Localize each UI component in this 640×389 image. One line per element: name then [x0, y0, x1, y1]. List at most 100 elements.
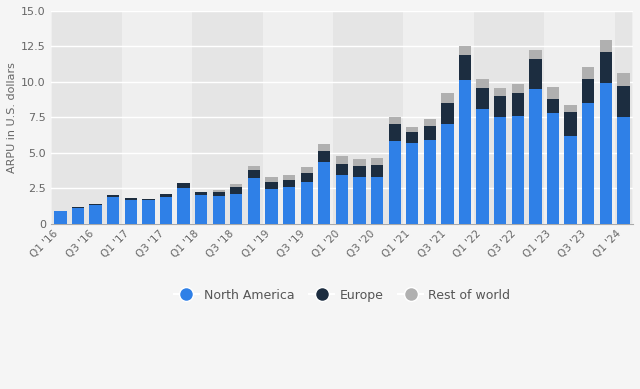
Bar — [617, 117, 630, 224]
Bar — [371, 165, 383, 177]
Bar — [193, 11, 262, 224]
Bar — [125, 198, 137, 200]
Bar — [442, 124, 454, 224]
Bar — [424, 126, 436, 140]
Bar — [494, 117, 506, 224]
Bar — [336, 156, 348, 164]
Bar — [617, 73, 630, 86]
Bar — [564, 105, 577, 112]
Bar — [283, 187, 295, 224]
Bar — [424, 140, 436, 224]
Bar — [142, 199, 154, 200]
Bar — [52, 11, 122, 224]
Bar — [564, 112, 577, 136]
Bar — [122, 11, 193, 224]
Bar — [353, 159, 365, 166]
Bar — [564, 136, 577, 224]
Bar — [318, 151, 330, 162]
Bar — [266, 182, 278, 189]
Bar — [476, 79, 489, 88]
Bar — [107, 197, 119, 224]
Bar — [474, 11, 544, 224]
Bar — [248, 177, 260, 224]
Bar — [529, 89, 541, 224]
Bar — [544, 11, 614, 224]
Bar — [442, 93, 454, 103]
Bar — [90, 204, 102, 205]
Bar — [90, 205, 102, 224]
Bar — [72, 208, 84, 224]
Bar — [353, 166, 365, 177]
Bar — [494, 96, 506, 117]
Bar — [301, 182, 313, 224]
Bar — [142, 200, 154, 224]
Bar — [529, 59, 541, 89]
Bar — [582, 67, 595, 79]
Bar — [248, 166, 260, 170]
Bar — [212, 189, 225, 192]
Bar — [511, 84, 524, 93]
Bar — [230, 187, 243, 194]
Bar — [511, 93, 524, 116]
Bar — [336, 164, 348, 175]
Bar — [160, 197, 172, 224]
Bar — [318, 144, 330, 151]
Bar — [353, 177, 365, 224]
Bar — [547, 113, 559, 224]
Bar — [248, 170, 260, 177]
Bar — [336, 175, 348, 224]
Bar — [283, 175, 295, 180]
Bar — [333, 11, 403, 224]
Bar — [403, 11, 474, 224]
Bar — [600, 40, 612, 52]
Bar — [177, 188, 189, 224]
Bar — [600, 52, 612, 83]
Bar — [230, 194, 243, 224]
Bar — [547, 99, 559, 113]
Bar — [582, 103, 595, 224]
Bar — [388, 117, 401, 124]
Bar — [54, 211, 67, 224]
Bar — [301, 167, 313, 173]
Bar — [547, 87, 559, 99]
Bar — [262, 11, 333, 224]
Bar — [442, 103, 454, 124]
Bar — [494, 88, 506, 96]
Bar — [511, 116, 524, 224]
Bar — [195, 195, 207, 224]
Bar — [283, 180, 295, 187]
Bar — [125, 200, 137, 224]
Bar — [212, 196, 225, 224]
Bar — [388, 124, 401, 141]
Bar — [406, 132, 419, 143]
Bar — [406, 127, 419, 132]
Bar — [617, 86, 630, 117]
Bar — [459, 55, 471, 81]
Y-axis label: ARPU in U.S. dollars: ARPU in U.S. dollars — [7, 62, 17, 173]
Bar — [459, 46, 471, 55]
Bar — [212, 192, 225, 196]
Bar — [476, 88, 489, 109]
Bar — [459, 81, 471, 224]
Bar — [177, 183, 189, 188]
Bar — [301, 173, 313, 182]
Bar — [266, 189, 278, 224]
Bar — [266, 177, 278, 182]
Bar — [476, 109, 489, 224]
Legend: North America, Europe, Rest of world: North America, Europe, Rest of world — [168, 284, 515, 307]
Bar — [371, 158, 383, 165]
Bar — [424, 119, 436, 126]
Bar — [600, 83, 612, 224]
Bar — [318, 162, 330, 224]
Bar — [406, 143, 419, 224]
Bar — [195, 192, 207, 195]
Bar — [72, 207, 84, 208]
Bar — [371, 177, 383, 224]
Bar — [582, 79, 595, 103]
Bar — [230, 184, 243, 187]
Bar — [107, 195, 119, 197]
Bar — [614, 11, 632, 224]
Bar — [388, 141, 401, 224]
Bar — [160, 194, 172, 197]
Bar — [529, 50, 541, 59]
